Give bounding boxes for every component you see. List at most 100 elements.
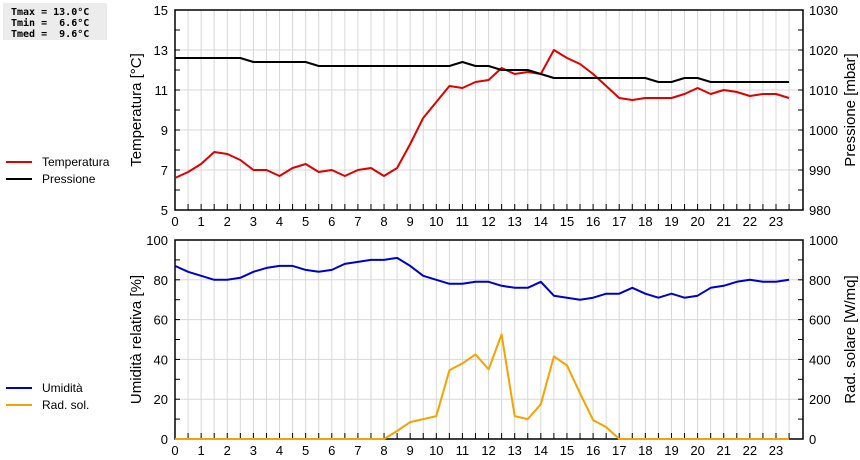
tmed-stat: Tmed = 9.6°C: [11, 29, 90, 40]
series-line-umidit-: [174, 256, 790, 301]
x-tick-label: 12: [481, 214, 495, 229]
x-tick-label: 23: [769, 443, 783, 458]
temperatura-swatch-icon: [6, 160, 32, 163]
y-tick-label: 40: [154, 352, 168, 367]
x-tick-label: 4: [276, 214, 283, 229]
legend-item-temperatura: Temperatura: [6, 153, 109, 170]
x-tick-label: 13: [507, 214, 521, 229]
y-tick-label: 13: [154, 43, 168, 58]
x-tick-label: 15: [560, 214, 574, 229]
y-tick-label: 5: [161, 203, 168, 218]
legend-item-rad-sol: Rad. sol.: [6, 396, 89, 413]
temperature-stats-box: Tmax = 13.0°C Tmin = 6.6°C Tmed = 9.6°C: [3, 3, 107, 40]
y2-tick-label: 1000: [809, 233, 838, 248]
y2-tick-label: 0: [809, 432, 816, 447]
legend-label: Pressione: [42, 171, 96, 186]
x-tick-label: 20: [690, 214, 704, 229]
y2-axis-title: Rad. solare [W/mq]: [842, 275, 859, 403]
x-tick-label: 15: [560, 443, 574, 458]
x-tick-label: 21: [717, 214, 731, 229]
x-tick-label: 11: [456, 214, 470, 229]
x-tick-label: 2: [224, 214, 231, 229]
x-tick-label: 5: [302, 214, 309, 229]
x-tick-label: 23: [769, 214, 783, 229]
y2-tick-label: 1020: [809, 43, 838, 58]
x-tick-label: 2: [224, 443, 231, 458]
y2-tick-label: 1030: [809, 3, 838, 18]
y2-tick-label: 600: [809, 313, 831, 328]
x-tick-label: 8: [380, 214, 387, 229]
legend-bottom: Umidità Rad. sol.: [6, 379, 89, 413]
series-line-temperatura: [174, 49, 790, 179]
legend-label: Rad. sol.: [42, 397, 90, 412]
x-tick-label: 3: [250, 443, 257, 458]
tmax-stat: Tmax = 13.0°C: [11, 7, 90, 18]
x-tick-label: 6: [328, 214, 335, 229]
legend-item-umidita: Umidità: [6, 379, 89, 396]
x-tick-label: 21: [717, 443, 731, 458]
x-tick-label: 18: [638, 443, 652, 458]
y2-axis-title: Pressione [mbar]: [842, 53, 859, 166]
x-tick-label: 22: [743, 443, 757, 458]
x-tick-label: 22: [743, 214, 757, 229]
y-tick-label: 15: [154, 3, 168, 18]
x-tick-label: 4: [276, 443, 283, 458]
umidita-swatch-icon: [6, 386, 32, 389]
y-tick-label: 0: [161, 432, 168, 447]
y-tick-label: 80: [154, 273, 168, 288]
y-axis-title: Umidità relativa [%]: [128, 275, 145, 404]
x-tick-label: 17: [612, 214, 626, 229]
legend-label: Temperatura: [42, 154, 110, 169]
y-tick-label: 7: [161, 163, 168, 178]
x-tick-label: 0: [171, 443, 178, 458]
x-tick-label: 11: [456, 443, 470, 458]
y-tick-label: 11: [155, 83, 169, 98]
legend-item-pressione: Pressione: [6, 170, 109, 187]
y-axis-title: Temperatura [°C]: [128, 53, 145, 167]
y2-tick-label: 990: [809, 163, 831, 178]
x-tick-label: 9: [407, 443, 414, 458]
y2-tick-label: 1010: [809, 83, 838, 98]
series-line-rad-sol-: [175, 333, 790, 440]
legend-top: Temperatura Pressione: [6, 153, 109, 187]
x-tick-label: 0: [171, 214, 178, 229]
y2-tick-label: 1000: [809, 123, 838, 138]
x-tick-label: 14: [534, 214, 548, 229]
x-tick-label: 5: [302, 443, 309, 458]
x-tick-label: 10: [429, 443, 443, 458]
x-tick-label: 3: [250, 214, 257, 229]
x-tick-label: 8: [380, 443, 387, 458]
x-tick-label: 17: [612, 443, 626, 458]
x-tick-label: 18: [638, 214, 652, 229]
y-tick-label: 20: [154, 392, 168, 407]
y2-tick-label: 200: [809, 392, 831, 407]
x-tick-label: 19: [664, 443, 678, 458]
x-tick-label: 7: [354, 443, 361, 458]
x-tick-label: 7: [354, 214, 361, 229]
tmin-stat: Tmin = 6.6°C: [11, 18, 90, 29]
y2-tick-label: 400: [809, 352, 831, 367]
x-tick-label: 16: [586, 214, 600, 229]
y2-tick-label: 980: [809, 203, 831, 218]
pressione-swatch-icon: [6, 177, 32, 180]
x-tick-label: 1: [198, 214, 205, 229]
x-tick-label: 13: [507, 443, 521, 458]
x-tick-label: 10: [429, 214, 443, 229]
y-tick-label: 100: [146, 233, 168, 248]
x-tick-label: 9: [407, 214, 414, 229]
series-line-pressione: [175, 57, 790, 83]
x-tick-label: 20: [690, 443, 704, 458]
y-tick-label: 9: [161, 123, 168, 138]
legend-label: Umidità: [42, 380, 83, 395]
x-tick-label: 12: [481, 443, 495, 458]
x-tick-label: 16: [586, 443, 600, 458]
y-tick-label: 60: [154, 313, 168, 328]
y2-tick-label: 800: [809, 273, 831, 288]
rad-sol-swatch-icon: [6, 403, 32, 406]
x-tick-label: 19: [664, 214, 678, 229]
x-tick-label: 1: [198, 443, 205, 458]
x-tick-label: 14: [534, 443, 548, 458]
